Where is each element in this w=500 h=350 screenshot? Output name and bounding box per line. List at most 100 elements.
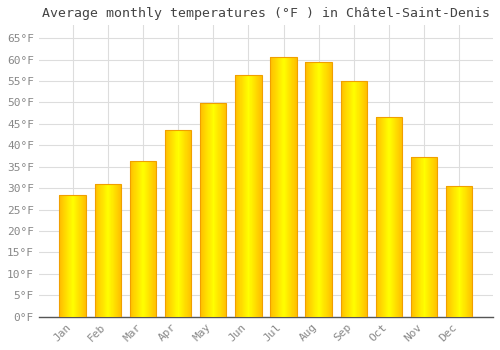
Bar	[448, 187, 449, 317]
Bar	[323, 62, 324, 317]
Bar	[351, 82, 352, 317]
Bar	[420, 157, 421, 317]
Bar	[359, 82, 360, 317]
Bar	[136, 161, 137, 317]
Bar	[72, 195, 73, 317]
Bar	[426, 157, 427, 317]
Bar	[346, 82, 347, 317]
Bar	[113, 184, 114, 317]
Bar	[175, 130, 176, 317]
Bar	[84, 195, 85, 317]
Bar	[414, 157, 415, 317]
Bar	[398, 117, 399, 317]
Bar	[436, 157, 438, 317]
Bar	[70, 195, 71, 317]
Bar	[235, 75, 262, 317]
Bar	[435, 157, 436, 317]
Bar	[140, 161, 141, 317]
Bar	[217, 103, 218, 317]
Bar	[366, 82, 367, 317]
Bar	[427, 157, 428, 317]
Bar	[411, 157, 412, 317]
Bar	[257, 75, 258, 317]
Bar	[456, 187, 457, 317]
Bar	[384, 117, 385, 317]
Bar	[329, 62, 330, 317]
Bar	[170, 130, 171, 317]
Bar	[211, 103, 212, 317]
Bar	[454, 187, 455, 317]
Bar	[308, 62, 309, 317]
Bar	[224, 103, 225, 317]
Bar	[362, 82, 363, 317]
Bar	[188, 130, 189, 317]
Bar	[96, 184, 97, 317]
Bar	[172, 130, 173, 317]
Bar	[421, 157, 422, 317]
Bar	[392, 117, 393, 317]
Bar	[428, 157, 429, 317]
Bar	[326, 62, 327, 317]
Bar	[184, 130, 185, 317]
Bar	[259, 75, 260, 317]
Bar	[137, 161, 138, 317]
Bar	[460, 187, 461, 317]
Bar	[68, 195, 69, 317]
Bar	[97, 184, 98, 317]
Bar	[179, 130, 180, 317]
Bar	[391, 117, 392, 317]
Bar	[60, 195, 61, 317]
Bar	[459, 187, 460, 317]
Bar	[462, 187, 463, 317]
Bar	[418, 157, 419, 317]
Bar	[429, 157, 430, 317]
Bar	[155, 161, 156, 317]
Bar	[151, 161, 152, 317]
Bar	[452, 187, 453, 317]
Bar	[291, 57, 292, 317]
Bar	[364, 82, 365, 317]
Bar	[399, 117, 400, 317]
Bar	[94, 184, 121, 317]
Bar	[60, 195, 86, 317]
Bar	[223, 103, 224, 317]
Bar	[165, 130, 191, 317]
Bar	[390, 117, 391, 317]
Bar	[432, 157, 433, 317]
Bar	[245, 75, 246, 317]
Bar	[382, 117, 383, 317]
Bar	[235, 75, 236, 317]
Bar	[118, 184, 119, 317]
Bar	[271, 57, 272, 317]
Bar	[270, 57, 271, 317]
Bar	[419, 157, 420, 317]
Bar	[134, 161, 135, 317]
Bar	[222, 103, 223, 317]
Bar	[318, 62, 319, 317]
Bar	[240, 75, 241, 317]
Bar	[242, 75, 243, 317]
Bar	[237, 75, 238, 317]
Bar	[321, 62, 322, 317]
Bar	[186, 130, 187, 317]
Bar	[104, 184, 105, 317]
Bar	[314, 62, 315, 317]
Bar	[379, 117, 380, 317]
Bar	[254, 75, 255, 317]
Bar	[210, 103, 211, 317]
Bar	[317, 62, 318, 317]
Bar	[287, 57, 288, 317]
Bar	[166, 130, 167, 317]
Bar	[270, 57, 296, 317]
Bar	[282, 57, 283, 317]
Bar	[288, 57, 289, 317]
Bar	[280, 57, 281, 317]
Bar	[152, 161, 153, 317]
Bar	[212, 103, 213, 317]
Bar	[450, 187, 451, 317]
Bar	[400, 117, 401, 317]
Bar	[220, 103, 221, 317]
Bar	[177, 130, 178, 317]
Bar	[457, 187, 458, 317]
Bar	[466, 187, 467, 317]
